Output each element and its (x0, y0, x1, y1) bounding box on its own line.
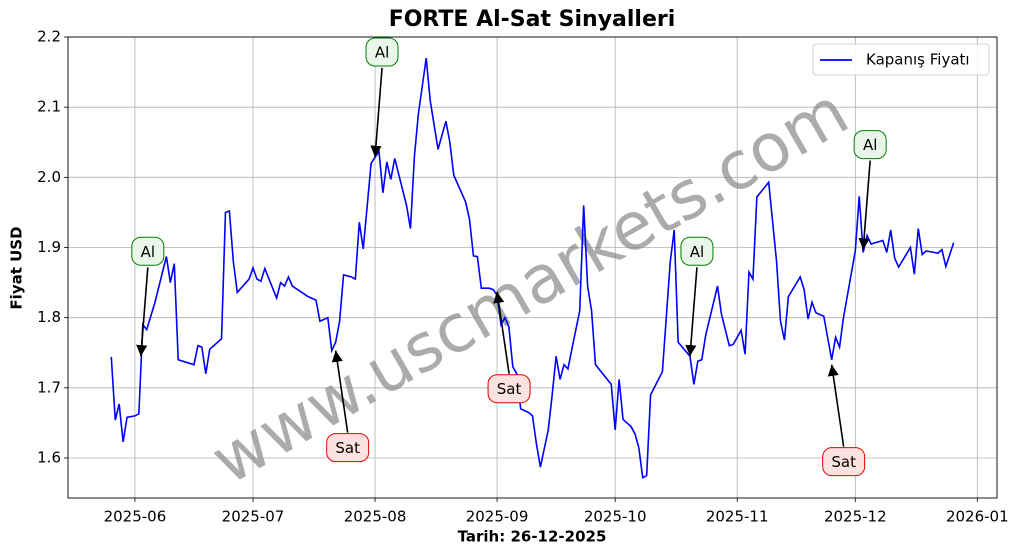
buy-annotation: Al (853, 130, 887, 250)
x-tick-label: 2025-10 (584, 508, 647, 526)
annotation-label: Al (863, 136, 877, 154)
y-axis-label: Fiyat USD (8, 226, 26, 309)
x-tick-label: 2025-11 (706, 508, 769, 526)
annotation-label: Sat (831, 453, 856, 471)
x-tick-label: 2025-06 (104, 508, 167, 526)
y-tick-label: 1.9 (37, 238, 61, 256)
watermark: www.uscmarkets.com (199, 73, 861, 500)
sell-annotation: Sat (487, 291, 531, 404)
annotation-box (326, 433, 370, 463)
y-tick-label: 2.0 (37, 168, 61, 186)
buy-annotation: Al (131, 236, 165, 357)
sell-annotation: Sat (822, 364, 866, 477)
y-tick-label: 2.2 (37, 28, 61, 46)
buy-annotation: Al (680, 236, 714, 357)
annotation-arrow (370, 67, 383, 158)
annotation-label: Al (690, 243, 704, 261)
annotation-arrow (493, 291, 510, 374)
legend-label: Kapanış Fiyatı (866, 51, 970, 69)
annotation-arrow (858, 160, 871, 250)
legend: Kapanış Fiyatı (812, 43, 990, 76)
annotation-box (680, 236, 714, 266)
x-tick-label: 2025-08 (344, 508, 407, 526)
y-tick-label: 1.7 (37, 378, 61, 396)
annotation-box (365, 37, 399, 67)
annotation-box (131, 236, 165, 266)
y-tick-label: 1.8 (37, 308, 61, 326)
x-tick-label: 2025-12 (824, 508, 887, 526)
price-line (110, 57, 955, 479)
plot-frame (67, 36, 998, 499)
sell-annotation: Sat (326, 350, 370, 463)
x-tick-label: 2025-07 (222, 508, 285, 526)
buy-annotation: Al (365, 37, 399, 158)
legend-box (812, 43, 990, 76)
y-tick-label: 2.1 (37, 98, 61, 116)
annotation-box (822, 447, 866, 477)
annotation-box (487, 374, 531, 404)
annotation-arrow (331, 350, 349, 433)
y-tick-label: 1.6 (37, 449, 61, 467)
annotation-label: Al (141, 243, 155, 261)
annotation-label: Sat (497, 380, 522, 398)
annotation-label: Sat (335, 439, 360, 457)
chart-title: FORTE Al-Sat Sinyalleri (389, 7, 676, 32)
x-axis-label: Tarih: 26-12-2025 (458, 528, 607, 546)
x-tick-label: 2025-09 (466, 508, 529, 526)
annotation-label: Al (375, 43, 389, 61)
annotation-arrow (685, 267, 698, 357)
annotation-box (853, 130, 887, 160)
annotation-arrow (827, 364, 845, 447)
annotation-arrow (136, 267, 149, 357)
x-tick-label: 2026-01 (946, 508, 1009, 526)
